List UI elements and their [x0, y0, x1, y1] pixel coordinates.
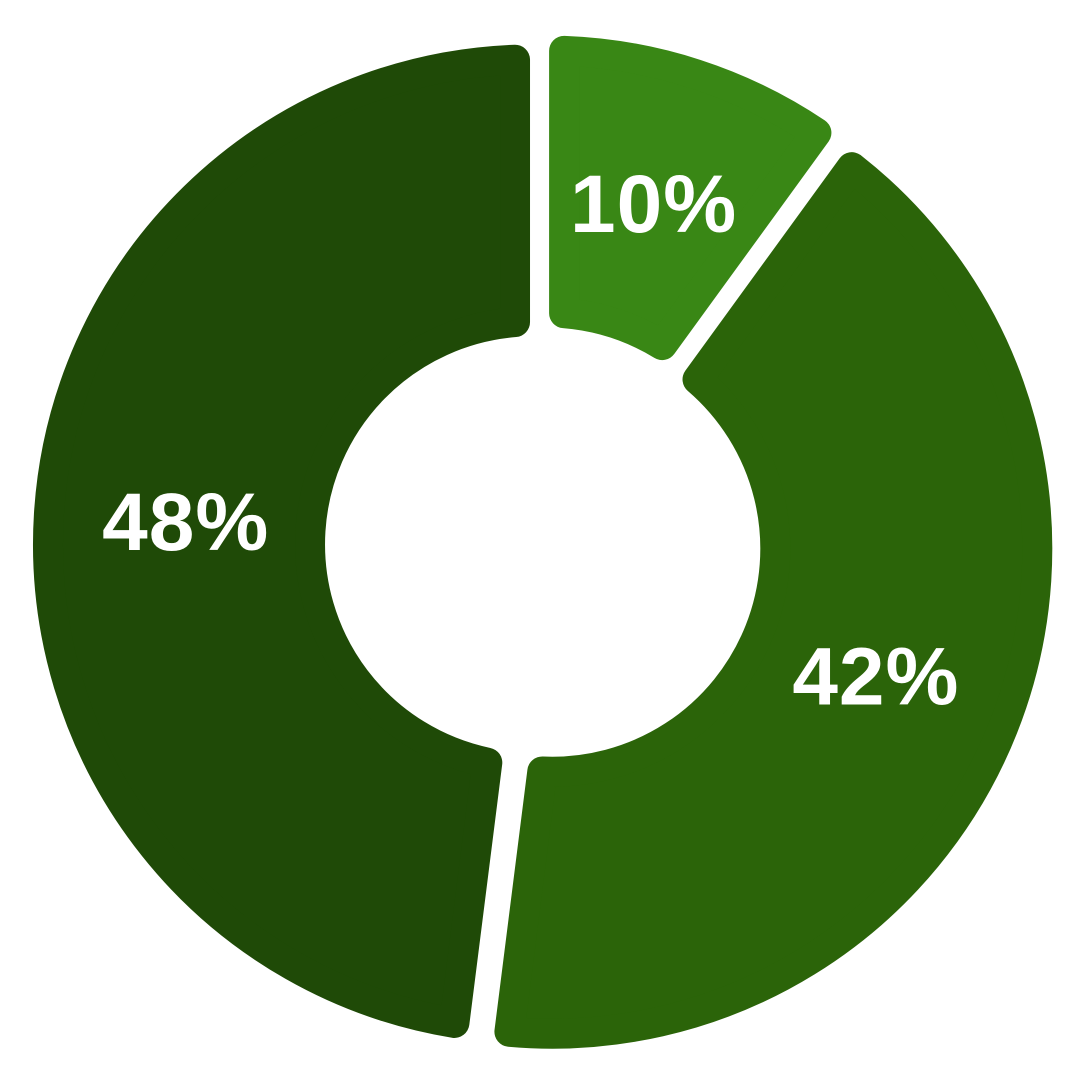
slice-label-10pct: 10%: [570, 159, 737, 250]
donut-slice-10pct: [549, 35, 832, 361]
donut-slice-42pct: [494, 152, 1053, 1049]
donut-slice-48pct: [33, 44, 531, 1038]
slice-label-48pct: 48%: [102, 477, 269, 568]
slice-label-42pct: 42%: [792, 631, 959, 722]
